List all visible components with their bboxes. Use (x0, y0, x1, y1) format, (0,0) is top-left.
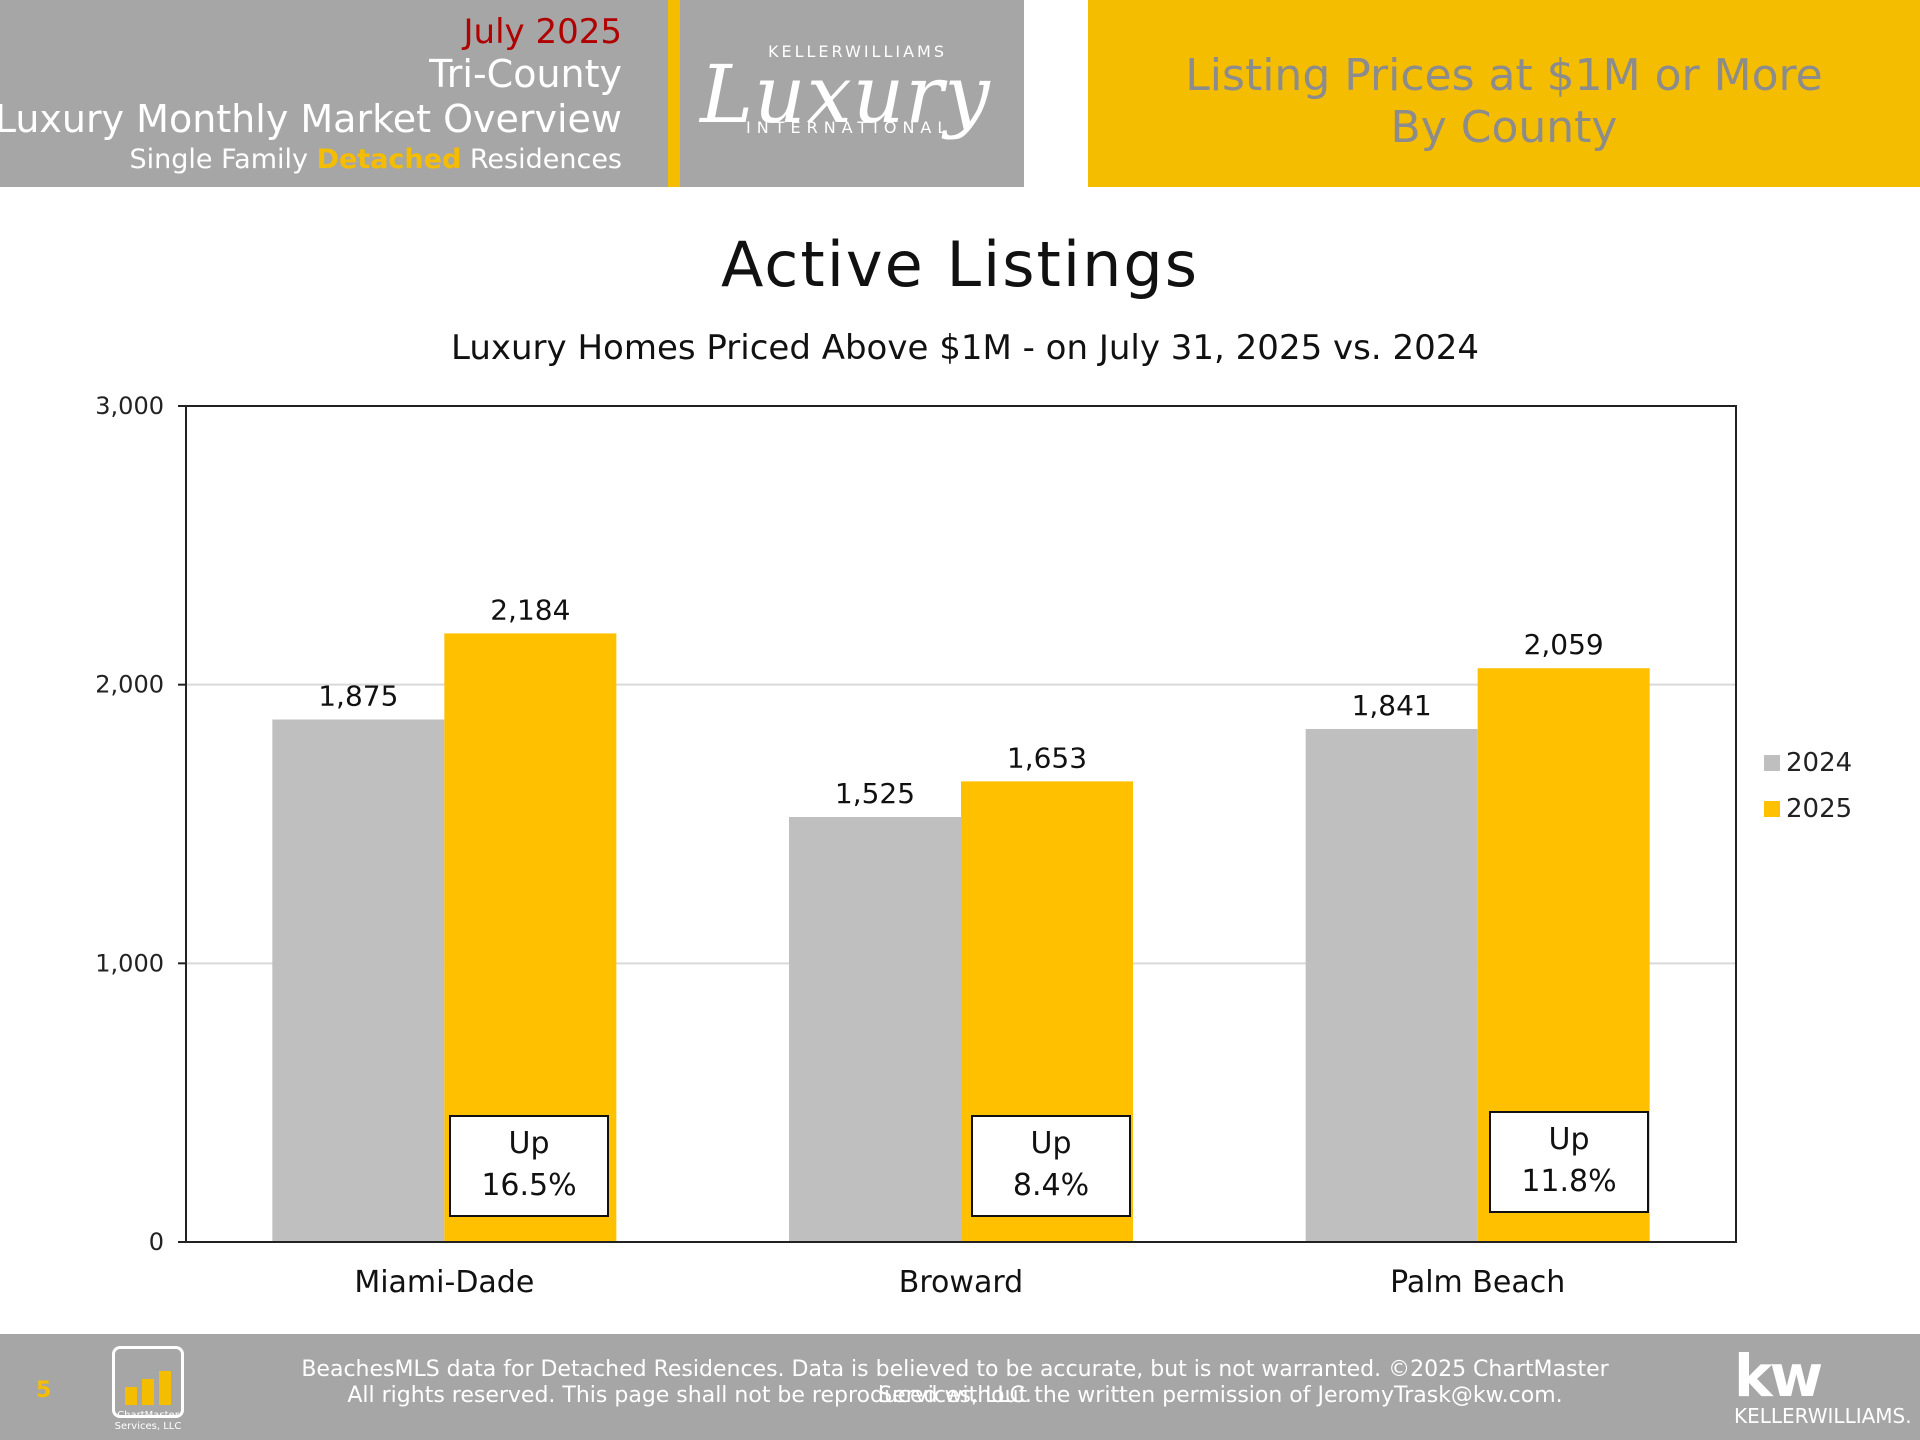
kw-luxury-logo-top: KELLERWILLIAMS (768, 42, 947, 61)
report-region: Tri-County (429, 52, 622, 96)
change-value: 8.4% (1012, 1168, 1090, 1203)
bar-2024 (272, 719, 445, 1242)
change-direction: Up (1030, 1126, 1072, 1161)
change-box-broward: Up 8.4% (971, 1115, 1131, 1217)
kw-luxury-logo-bottom: INTERNATIONAL (746, 118, 953, 137)
header-logo-panel (680, 0, 1024, 187)
data-label: 1,525 (835, 777, 915, 810)
footer-disclaimer-line2: All rights reserved. This page shall not… (347, 1383, 1563, 1408)
kw-logo-wordmark: KELLERWILLIAMS. (1734, 1404, 1912, 1428)
x-category-label: Broward (899, 1265, 1023, 1300)
data-label: 1,875 (318, 680, 398, 713)
property-type-prefix: Single Family (129, 144, 317, 175)
data-label: 1,841 (1352, 689, 1432, 722)
property-type-accent: Detached (316, 144, 462, 175)
logo-bar (125, 1387, 137, 1405)
chartmaster-logo-label: ChartMaster Services, LLC (114, 1410, 182, 1432)
legend-item-2025: 2025 (1764, 786, 1852, 832)
report-property-type: Single Family Detached Residences (130, 144, 622, 175)
bar-2024 (789, 817, 961, 1242)
legend-label-2024: 2024 (1786, 748, 1853, 778)
y-tick-label: 0 (149, 1228, 164, 1256)
data-label: 2,184 (490, 593, 570, 626)
change-box-palm-beach: Up 11.8% (1489, 1111, 1649, 1213)
page-title-line2: By County (1390, 102, 1618, 153)
active-listings-chart: 0 1,000 2,000 3,000 1,875 2,184 Miami-Dade 1,52… (95, 392, 1737, 1300)
chartmaster-logo-icon (112, 1346, 184, 1418)
legend-swatch-2025 (1764, 801, 1780, 817)
page-number: 5 (36, 1378, 52, 1403)
kw-luxury-logo-script: Luxury (700, 48, 991, 141)
y-tick-label: 3,000 (95, 392, 164, 420)
header-accent-stripe (668, 0, 680, 187)
legend-swatch-2024 (1764, 755, 1780, 771)
bar-2024 (1305, 728, 1478, 1242)
data-label: 2,059 (1524, 628, 1604, 661)
x-category-label: Palm Beach (1390, 1265, 1565, 1300)
footer-disclaimer-line1: BeachesMLS data for Detached Residences.… (301, 1357, 1609, 1408)
report-overview: Luxury Monthly Market Overview (0, 97, 622, 141)
y-tick-label: 1,000 (95, 949, 164, 977)
legend-item-2024: 2024 (1764, 740, 1852, 786)
change-direction: Up (508, 1126, 550, 1161)
change-box-miami-dade: Up 16.5% (449, 1115, 609, 1217)
data-label: 1,653 (1007, 741, 1087, 774)
property-type-suffix: Residences (461, 144, 622, 175)
chart-title: Active Listings (720, 228, 1200, 301)
page-title-line1: Listing Prices at $1M or More (1185, 50, 1823, 101)
logo-bar (159, 1371, 171, 1405)
header-title-panel (1088, 0, 1920, 187)
header-info-panel (0, 0, 668, 187)
logo-bar (142, 1379, 154, 1405)
change-value: 16.5% (481, 1168, 577, 1203)
change-direction: Up (1548, 1122, 1590, 1157)
footer-bar (0, 1334, 1920, 1440)
y-tick-label: 2,000 (95, 671, 164, 699)
plot-frame (185, 405, 1737, 1243)
chart-subtitle: Luxury Homes Priced Above $1M - on July … (450, 328, 1479, 368)
report-date: July 2025 (463, 12, 622, 52)
change-value: 11.8% (1521, 1164, 1617, 1199)
kw-logo-mark: kw (1734, 1342, 1823, 1410)
legend-label-2025: 2025 (1786, 794, 1853, 824)
x-category-label: Miami-Dade (354, 1265, 534, 1300)
chart-legend: 2024 2025 (1764, 740, 1852, 832)
